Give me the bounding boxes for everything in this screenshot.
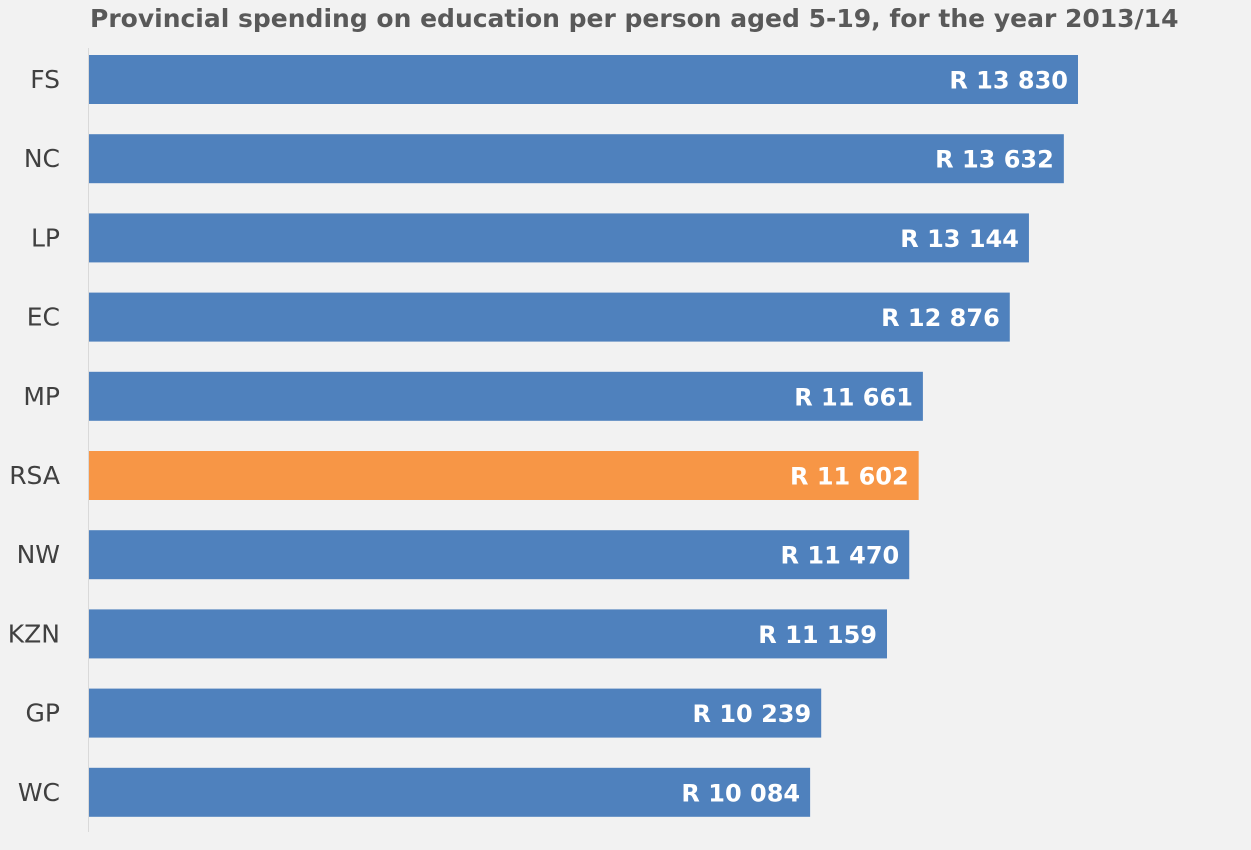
bars-group: FS R 13 830 NC R 13 632 LP R 13 144 EC R 12 876…	[8, 55, 1078, 817]
category-label-nc: NC	[24, 144, 60, 173]
category-label-wc: WC	[18, 778, 60, 807]
bar-fs	[89, 55, 1078, 104]
bar-kzn	[89, 609, 887, 659]
category-label-lp: LP	[31, 223, 60, 252]
category-label-ec: EC	[27, 303, 60, 332]
category-label-mp: MP	[23, 382, 60, 411]
data-label-rsa: R 11 602	[790, 463, 909, 491]
bar-nw	[89, 530, 910, 580]
bar-mp	[89, 371, 923, 421]
bar-gp	[89, 688, 822, 738]
data-label-gp: R 10 239	[693, 700, 812, 728]
category-label-fs: FS	[30, 65, 60, 94]
bar-rsa	[89, 451, 919, 500]
category-label-gp: GP	[26, 699, 60, 728]
bar-nc	[89, 134, 1064, 184]
category-label-kzn: KZN	[8, 619, 60, 648]
bar-lp	[89, 213, 1029, 263]
bar-ec	[89, 292, 1010, 342]
category-label-rsa: RSA	[9, 461, 60, 490]
data-label-wc: R 10 084	[681, 779, 800, 807]
data-label-mp: R 11 661	[794, 383, 913, 411]
category-label-nw: NW	[17, 540, 60, 569]
data-label-nw: R 11 470	[781, 542, 900, 570]
data-label-nc: R 13 632	[935, 146, 1054, 174]
data-label-ec: R 12 876	[881, 304, 1000, 332]
chart-title: Provincial spending on education per per…	[90, 4, 1179, 33]
bar-wc	[89, 767, 811, 817]
data-label-kzn: R 11 159	[758, 621, 877, 649]
data-label-lp: R 13 144	[900, 225, 1019, 253]
data-label-fs: R 13 830	[949, 67, 1068, 95]
